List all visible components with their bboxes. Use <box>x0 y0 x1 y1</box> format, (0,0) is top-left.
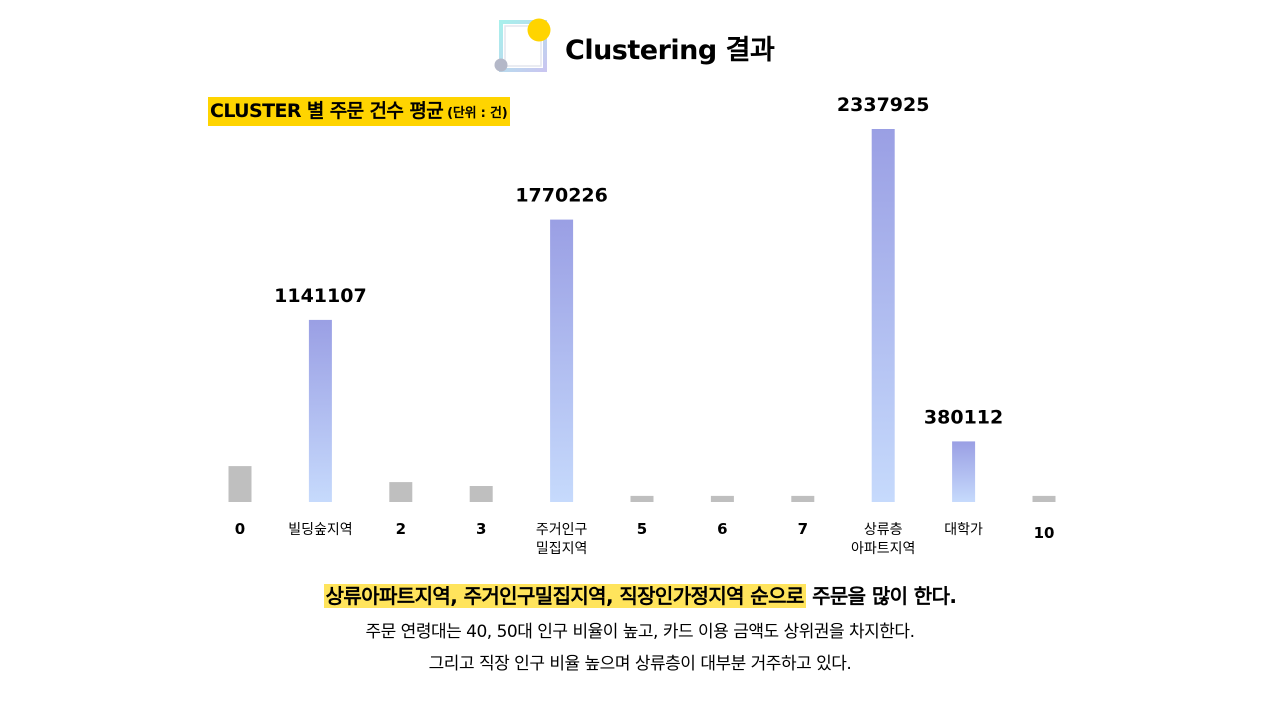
category-label-주거인구-밀집지역: 주거인구 밀집지역 <box>536 522 588 557</box>
category-label-10: 10 <box>1034 524 1055 542</box>
bar-5 <box>630 495 654 502</box>
category-label-대학가: 대학가 <box>944 522 983 538</box>
value-labels-group: 1141107 1770226 2337925 380112 <box>274 94 1003 428</box>
data-label-상류층-아파트지역: 2337925 <box>837 94 930 116</box>
description-line-2: 그리고 직장 인구 비율 높으며 상류층이 대부분 거주하고 있다. <box>428 654 852 674</box>
category-labels-group: 0 빌딩숲지역 2 3 주거인구 밀집지역 5 6 7 상류층 아파트지역 대학가 10 <box>235 520 1055 557</box>
bar-0 <box>228 466 252 502</box>
data-label-빌딩숲지역: 1141107 <box>274 285 367 307</box>
bar-6 <box>710 495 734 502</box>
category-label-2: 2 <box>396 520 406 538</box>
bar-상류층-아파트지역 <box>871 129 895 502</box>
bar-2 <box>389 482 413 502</box>
bar-빌딩숲지역 <box>308 319 332 502</box>
bars-group <box>228 129 1056 502</box>
summary-line: 상류아파트지역, 주거인구밀집지역, 직장인가정지역 순으로 주문을 많이 한다… <box>0 580 1280 609</box>
description-line-1: 주문 연령대는 40, 50대 인구 비율이 높고, 카드 이용 금액도 상위권… <box>365 622 915 642</box>
category-label-7: 7 <box>798 520 808 538</box>
category-label-상류층-아파트지역: 상류층 아파트지역 <box>851 522 915 557</box>
data-label-대학가: 380112 <box>924 406 1003 428</box>
category-label-3: 3 <box>476 520 486 538</box>
chart-subtitle-main: CLUSTER 별 주문 건수 평균 <box>210 100 444 122</box>
page-title: Clustering 결과 <box>565 35 775 66</box>
bar-대학가 <box>952 441 976 502</box>
bar-주거인구-밀집지역 <box>550 219 574 502</box>
category-label-빌딩숲지역: 빌딩숲지역 <box>288 522 352 538</box>
bar-3 <box>469 486 493 502</box>
bar-chart: 1141107 1770226 2337925 380112 0 빌딩숲지역 2 3 주거인구… <box>228 94 1056 557</box>
summary-rest: 주문을 많이 한다. <box>805 584 957 608</box>
chart-subtitle-unit: (단위 : 건) <box>447 106 508 121</box>
summary-highlight: 상류아파트지역, 주거인구밀집지역, 직장인가정지역 순으로 <box>323 584 806 608</box>
chart-subtitle: CLUSTER 별 주문 건수 평균 (단위 : 건) <box>208 97 510 126</box>
bar-7 <box>791 495 815 502</box>
square-frame-with-dot-icon <box>494 18 551 72</box>
category-label-5: 5 <box>637 520 647 538</box>
bar-10 <box>1032 495 1056 502</box>
category-label-6: 6 <box>717 520 727 538</box>
data-label-주거인구-밀집지역: 1770226 <box>515 185 608 207</box>
category-label-0: 0 <box>235 520 245 538</box>
